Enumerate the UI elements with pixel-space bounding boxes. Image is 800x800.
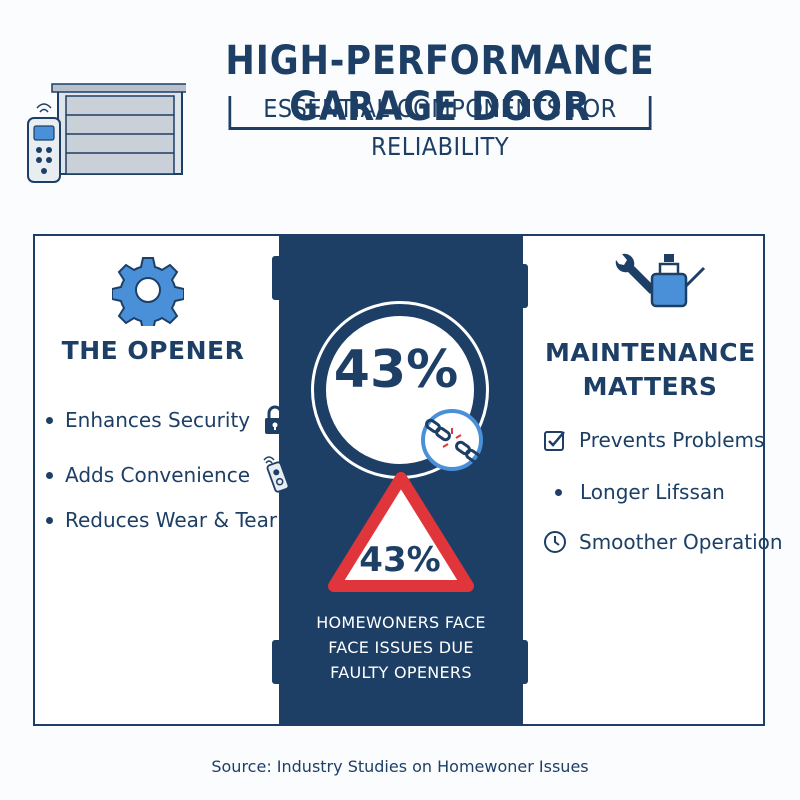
list-item: Longer Lifssan: [555, 480, 725, 504]
bullet-dot: [555, 488, 562, 496]
clock-icon: [544, 531, 566, 553]
list-item: Smoother Operation: [543, 530, 783, 554]
stat-percent-small: 43%: [359, 540, 441, 580]
bullet-dot: [46, 516, 53, 524]
bullet-dot: [46, 416, 53, 424]
list-item-label: Adds Convenience: [65, 463, 251, 487]
hinge-right-top: [518, 264, 528, 308]
caption-line: FAULTY OPENERS: [330, 663, 472, 682]
list-item: Prevents Problems: [543, 428, 764, 452]
list-item-label: Smoother Operation: [579, 530, 783, 554]
broken-chain-icon: [421, 409, 483, 471]
maintenance-title: MAINTENANCE MATTERS: [545, 336, 755, 404]
list-item-label: Reduces Wear & Tear: [65, 508, 278, 532]
garage-door-remote-icon: [27, 83, 186, 183]
padlock-icon: [265, 405, 286, 434]
page-title: HIGH-PERFORMANCE GARAGE DOOR: [225, 38, 655, 130]
maintenance-title-line: MATTERS: [582, 372, 718, 401]
stat-caption: HOMEWONERS FACE FACE ISSUES DUE FAULTY O…: [300, 610, 502, 685]
list-item: Reduces Wear & Tear: [46, 508, 277, 532]
warning-triangle-icon: [328, 472, 474, 592]
list-item-label: Longer Lifssan: [580, 480, 725, 504]
list-item: Enhances Security: [46, 405, 288, 435]
caption-line: HOMEWONERS FACE: [316, 613, 486, 632]
hinge-right-bottom: [518, 640, 528, 684]
hinge-left-bottom: [272, 640, 282, 684]
list-item: Adds Convenience: [46, 455, 294, 495]
wrench-oilcan-icon: [615, 253, 706, 308]
remote-icon: [263, 456, 290, 493]
bullet-dot: [46, 471, 53, 479]
checkbox-icon: [544, 431, 565, 451]
stat-percent-big: 43%: [333, 340, 459, 400]
list-item-label: Enhances Security: [65, 408, 251, 432]
page-subtitle: ESSENTIAL COMPONENTS FOR RELIABILITY: [228, 90, 652, 161]
hinge-left-top: [272, 256, 282, 300]
source-note: Source: Industry Studies on Homewoner Is…: [211, 757, 589, 776]
caption-line: FACE ISSUES DUE: [328, 638, 474, 657]
gear-icon: [112, 257, 184, 326]
maintenance-title-line: MAINTENANCE: [545, 338, 756, 367]
list-item-label: Prevents Problems: [579, 428, 765, 452]
opener-title: THE OPENER: [61, 336, 245, 365]
